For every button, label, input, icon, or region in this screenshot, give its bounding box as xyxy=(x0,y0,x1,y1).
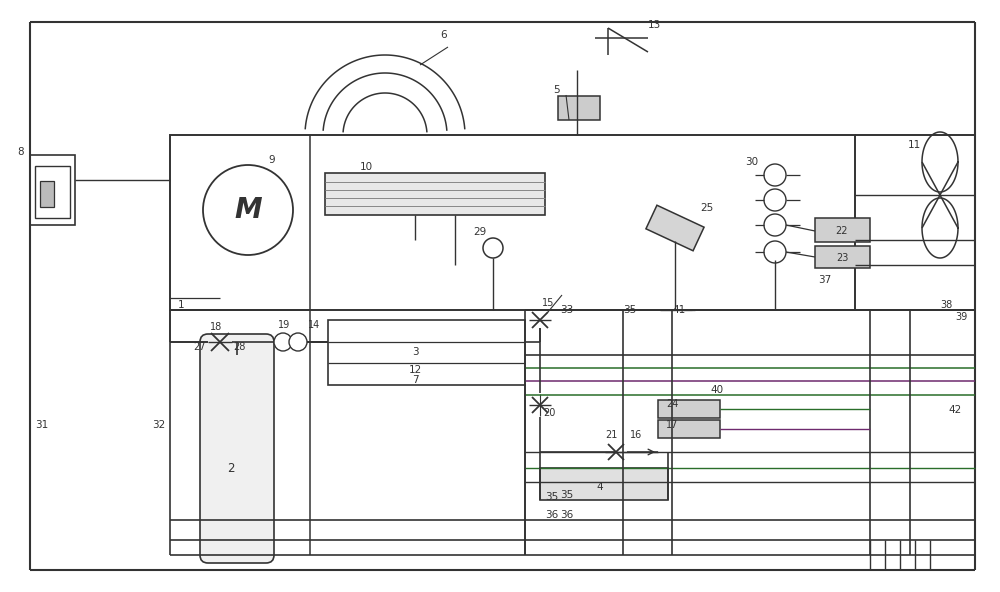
Text: 18: 18 xyxy=(210,322,222,332)
Bar xyxy=(815,246,870,268)
Text: 9: 9 xyxy=(268,155,275,165)
Text: 19: 19 xyxy=(278,320,290,330)
Text: 2: 2 xyxy=(227,462,235,475)
Text: 13: 13 xyxy=(648,20,661,30)
Text: 14: 14 xyxy=(308,320,320,330)
Text: 12: 12 xyxy=(408,365,422,375)
Text: 20: 20 xyxy=(543,408,555,418)
Text: 8: 8 xyxy=(17,147,24,157)
Text: 25: 25 xyxy=(700,203,713,213)
Bar xyxy=(35,166,70,218)
Bar xyxy=(40,181,54,207)
FancyBboxPatch shape xyxy=(200,334,274,563)
Bar xyxy=(658,420,720,438)
Bar xyxy=(540,468,668,500)
Polygon shape xyxy=(646,205,704,251)
Text: 39: 39 xyxy=(955,312,967,322)
Text: 35: 35 xyxy=(545,492,558,502)
Text: 36: 36 xyxy=(545,510,558,520)
Text: 30: 30 xyxy=(745,157,758,167)
Text: 31: 31 xyxy=(35,420,48,430)
Text: 42: 42 xyxy=(948,405,961,415)
Text: 5: 5 xyxy=(553,85,560,95)
Text: 3: 3 xyxy=(412,347,418,357)
Text: 6: 6 xyxy=(440,30,447,40)
Bar xyxy=(170,135,855,310)
Circle shape xyxy=(289,333,307,351)
Text: 23: 23 xyxy=(836,253,848,263)
Text: 32: 32 xyxy=(152,420,165,430)
Text: 38: 38 xyxy=(940,300,952,310)
Bar xyxy=(325,173,545,215)
Text: M: M xyxy=(234,196,262,224)
Text: 37: 37 xyxy=(818,275,831,285)
Text: 28: 28 xyxy=(233,342,245,352)
Bar xyxy=(658,400,720,418)
Text: 21: 21 xyxy=(605,430,617,440)
Text: 15: 15 xyxy=(542,298,554,308)
Text: 16: 16 xyxy=(630,430,642,440)
Text: 24: 24 xyxy=(666,399,678,409)
Bar xyxy=(30,155,75,225)
Text: 41: 41 xyxy=(672,305,685,315)
Text: 22: 22 xyxy=(836,226,848,236)
Text: 10: 10 xyxy=(360,162,373,172)
Bar xyxy=(328,320,525,385)
Text: 27: 27 xyxy=(193,342,206,352)
Text: 40: 40 xyxy=(710,385,723,395)
Text: 17: 17 xyxy=(666,420,678,430)
Text: 4: 4 xyxy=(597,482,603,492)
Circle shape xyxy=(274,333,292,351)
Bar xyxy=(558,96,600,120)
Bar xyxy=(815,218,870,242)
Text: 33: 33 xyxy=(560,305,573,315)
Text: 29: 29 xyxy=(473,227,486,237)
Text: 1: 1 xyxy=(178,300,185,310)
Text: 36: 36 xyxy=(560,510,573,520)
Text: 35: 35 xyxy=(560,490,573,500)
Text: 35: 35 xyxy=(623,305,636,315)
Text: 11: 11 xyxy=(908,140,921,150)
Text: 7: 7 xyxy=(412,375,418,385)
